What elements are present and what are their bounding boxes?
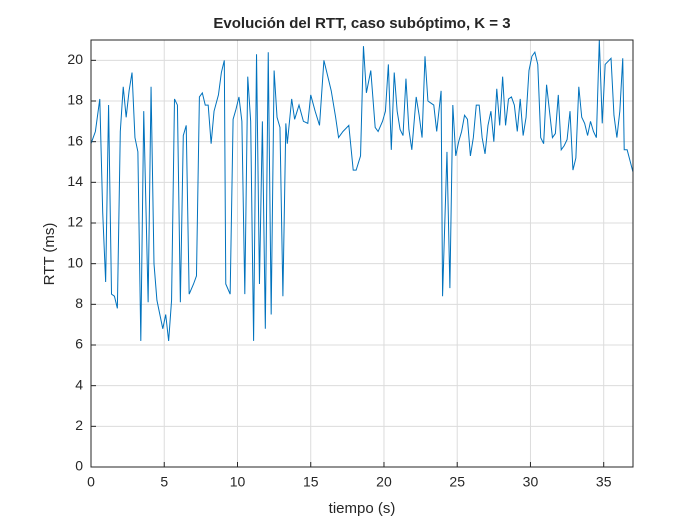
- y-tick-label: 4: [75, 376, 83, 392]
- y-tick-label: 6: [75, 336, 83, 352]
- y-tick-label: 16: [67, 132, 83, 148]
- x-tick-label: 15: [303, 474, 319, 490]
- y-tick-label: 14: [67, 173, 83, 189]
- x-tick-label: 5: [160, 474, 168, 490]
- x-tick-label: 35: [596, 474, 612, 490]
- y-axis-label: RTT (ms): [41, 223, 58, 286]
- y-tick-label: 0: [75, 458, 83, 474]
- axes-box: [90, 39, 634, 468]
- data-line: [90, 39, 634, 341]
- y-tick-label: 2: [75, 417, 83, 433]
- y-tick-label: 18: [67, 92, 83, 108]
- x-axis-label: tiempo (s): [329, 500, 396, 517]
- x-tick-label: 25: [449, 474, 465, 490]
- x-tick-label: 20: [376, 474, 392, 490]
- y-tick-label: 8: [75, 295, 83, 311]
- y-tick-label: 10: [67, 254, 83, 270]
- chart-title: Evolución del RTT, caso subóptimo, K = 3: [213, 15, 510, 32]
- x-tick-label: 10: [230, 474, 246, 490]
- y-tick-label: 12: [67, 214, 83, 230]
- x-tick-label: 0: [87, 474, 95, 490]
- y-tick-label: 20: [67, 51, 83, 67]
- x-tick-label: 30: [523, 474, 539, 490]
